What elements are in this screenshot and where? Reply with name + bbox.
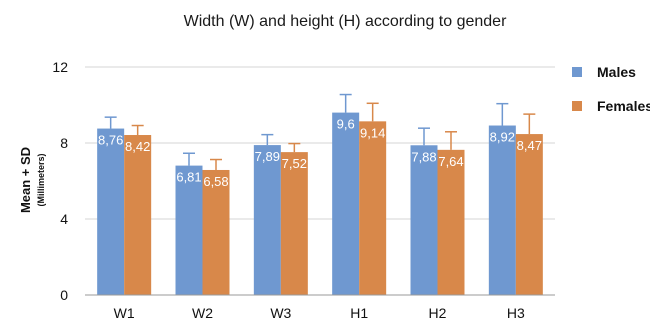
chart-title: Width (W) and height (H) according to ge…	[184, 13, 507, 30]
y-tick-label: 0	[60, 287, 68, 303]
x-tick-label: H3	[507, 305, 525, 321]
legend: Males Females	[572, 64, 650, 114]
y-axis-ticks: 0 4 8 12	[52, 59, 68, 303]
data-label: 7,52	[282, 156, 307, 171]
x-tick-label: W1	[114, 305, 135, 321]
legend-swatch-males	[572, 67, 582, 77]
bar-females-w2	[202, 169, 230, 295]
y-tick-label: 8	[60, 135, 68, 151]
data-label: 8,42	[125, 139, 150, 154]
data-label: 9,6	[337, 117, 355, 132]
data-labels-layer: 8,76 8,42 6,81 6,58 7,89 7,52 9,6 9,14 7,88 7,64 8…	[98, 117, 542, 189]
data-label: 8,47	[517, 138, 542, 153]
y-axis-sublabel: (Millimeters)	[36, 153, 46, 206]
data-label: 7,64	[438, 154, 463, 169]
bar-females-h2	[437, 149, 465, 295]
bars-layer	[97, 112, 543, 296]
x-tick-label: W3	[270, 305, 291, 321]
data-label: 6,81	[176, 170, 201, 185]
data-label: 6,58	[203, 174, 228, 189]
y-axis-label: Mean + SD	[18, 147, 33, 213]
x-tick-label: H2	[429, 305, 447, 321]
legend-swatch-females	[572, 101, 582, 111]
bar-males-h2	[410, 145, 438, 295]
bar-females-h3	[515, 134, 543, 295]
legend-label-males: Males	[597, 64, 636, 80]
bar-females-w3	[280, 152, 308, 295]
data-label: 8,92	[490, 130, 515, 145]
bar-males-w1	[97, 128, 125, 295]
y-tick-label: 4	[60, 211, 68, 227]
x-tick-label: H1	[350, 305, 368, 321]
data-label: 8,76	[98, 133, 123, 148]
bar-males-h3	[488, 125, 516, 296]
data-label: 9,14	[360, 125, 385, 140]
gridlines	[85, 66, 555, 220]
y-tick-label: 12	[52, 59, 68, 75]
bar-males-h1	[332, 112, 360, 295]
data-label: 7,89	[255, 149, 280, 164]
legend-label-females: Females	[597, 98, 650, 114]
x-tick-label: W2	[192, 305, 213, 321]
bar-males-w3	[253, 145, 281, 295]
bar-females-h1	[359, 121, 387, 295]
x-axis-ticks: W1 W2 W3 H1 H2 H3	[114, 305, 525, 321]
error-bars-layer	[104, 93, 536, 170]
bar-males-w2	[175, 165, 203, 295]
bar-females-w1	[124, 135, 152, 295]
data-label: 7,88	[411, 149, 436, 164]
